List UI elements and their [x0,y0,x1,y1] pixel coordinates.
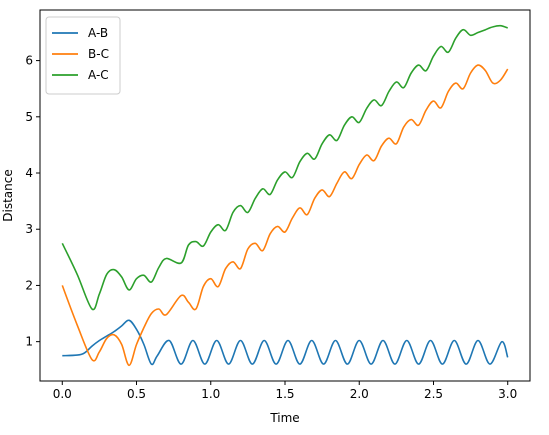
legend-label: A-B [88,26,108,40]
series-line-a-b [62,319,509,366]
x-tick-label: 0.0 [53,387,72,401]
y-tick-label: 5 [25,110,33,124]
y-axis: 1 2 3 4 5 6 [25,54,40,349]
y-tick-label: 3 [25,222,33,236]
legend-label: A-C [88,68,109,82]
y-tick-label: 6 [25,54,33,68]
x-tick-label: 2.0 [350,387,369,401]
x-tick-label: 2.5 [424,387,443,401]
series-layer [61,24,509,367]
y-tick-label: 4 [25,166,33,180]
y-tick-label: 1 [25,335,33,349]
legend-label: B-C [88,47,109,61]
x-tick-label: 1.0 [201,387,220,401]
x-tick-label: 1.5 [275,387,294,401]
series-line-a-c [61,24,508,311]
y-axis-label: Distance [1,169,15,221]
x-tick-label: 0.5 [127,387,146,401]
x-tick-label: 3.0 [498,387,517,401]
series-line-b-c [61,64,509,367]
x-axis: 0.0 0.5 1.0 1.5 2.0 2.5 3.0 [53,381,517,401]
x-axis-label: Time [269,411,299,425]
legend: A-B B-C A-C [45,16,121,95]
y-tick-label: 2 [25,278,33,292]
